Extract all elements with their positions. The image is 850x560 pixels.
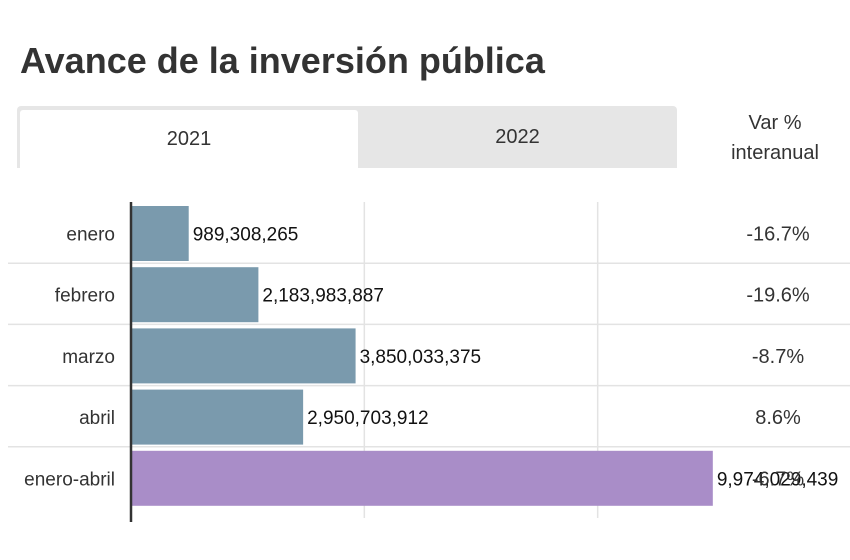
var-header-line-2: interanual xyxy=(731,142,819,164)
var-header-line-1: Var % xyxy=(748,112,802,134)
bar-4 xyxy=(131,389,304,445)
bar-1 xyxy=(131,206,189,261)
category-label-4: abril xyxy=(79,408,115,429)
value-label-1: 989,308,265 xyxy=(193,225,299,246)
value-label-3: 3,850,033,375 xyxy=(360,347,482,368)
value-label-4: 2,950,703,912 xyxy=(307,408,429,429)
page-title: Avance de la inversión pública xyxy=(20,40,545,81)
var-value-2: -19.6% xyxy=(746,285,810,307)
var-interanual-header: Var % interanual xyxy=(700,108,850,168)
bar-3 xyxy=(131,328,356,384)
tab-2021[interactable]: 2021 xyxy=(20,110,358,168)
var-value-4: 8.6% xyxy=(755,407,801,429)
category-label-5: enero-abril xyxy=(24,469,115,490)
var-value-1: -16.7% xyxy=(746,224,810,246)
value-label-2: 2,183,983,887 xyxy=(262,286,384,307)
value-label-5: 9,974,029,439 xyxy=(717,469,839,490)
category-label-3: marzo xyxy=(62,347,115,368)
year-tabs: 2021 2022 xyxy=(17,106,677,168)
category-label-1: enero xyxy=(66,225,115,246)
bar-5 xyxy=(131,450,713,506)
var-value-5: -6.7% xyxy=(752,468,804,490)
category-label-2: febrero xyxy=(55,286,115,307)
var-value-3: -8.7% xyxy=(752,346,804,368)
tab-2022[interactable]: 2022 xyxy=(495,125,540,148)
bar-2 xyxy=(131,267,259,323)
